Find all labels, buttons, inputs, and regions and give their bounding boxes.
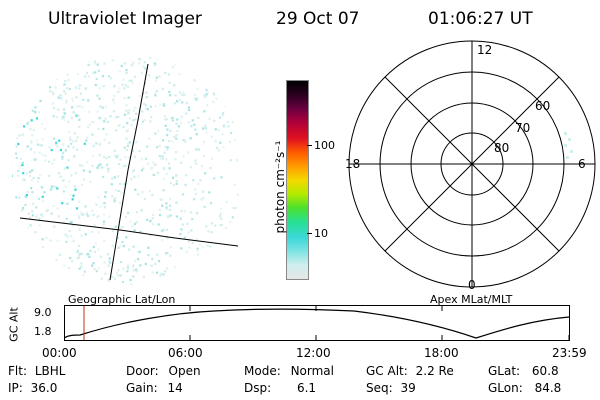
glat-label: GLat:	[488, 364, 521, 378]
glon-value: 84.8	[534, 381, 562, 395]
dsp-value: 6.1	[296, 381, 317, 395]
orbit-altitude-plot	[64, 305, 570, 341]
mlt-label-0: 0	[468, 278, 476, 292]
timeline-y-axis-label: GC Alt	[7, 307, 21, 342]
lat-label-70: 70	[515, 121, 530, 135]
altitude-curve	[64, 308, 570, 339]
instrument-title: Ultraviolet Imager	[48, 9, 202, 29]
timeline-x-tick-1800: 18:00	[424, 346, 459, 360]
filter-value: LBHL	[34, 364, 66, 378]
ip-label: IP:	[8, 381, 23, 395]
date-label: 29 Oct 07	[276, 9, 360, 29]
seq-label: Seq:	[366, 381, 393, 395]
colorbar-tick-label-100: 100	[314, 139, 335, 152]
gain-label: Gain:	[126, 381, 158, 395]
colorbar-gradient	[287, 81, 308, 279]
seq-value: 39	[400, 381, 416, 395]
status-ip: IP: 36.0	[8, 381, 57, 395]
gcalt-label: GC Alt:	[366, 364, 408, 378]
status-gain: Gain: 14	[126, 381, 183, 395]
timeline-x-tick-0000: 00:00	[42, 346, 77, 360]
status-dsp: Dsp: 6.1	[244, 381, 316, 395]
filter-label: Flt:	[8, 364, 27, 378]
mlt-label-18: 18	[345, 157, 360, 171]
ip-value: 36.0	[30, 381, 58, 395]
timeline-x-tick-0600: 06:00	[168, 346, 203, 360]
glat-value: 60.8	[531, 364, 559, 378]
timeline-y-tick-1-8: 1.8	[34, 325, 52, 338]
dsp-label: Dsp:	[244, 381, 272, 395]
lat-label-60: 60	[535, 99, 550, 113]
mode-label: Mode:	[244, 364, 281, 378]
longitude-line	[109, 63, 149, 281]
gain-value: 14	[167, 381, 183, 395]
glon-label: GLon:	[488, 381, 523, 395]
timeline-y-tick-9: 9.0	[34, 306, 52, 319]
apex-panel-label: Apex MLat/MLT	[430, 293, 513, 306]
uv-intensity-speckle	[12, 55, 244, 285]
latitude-line	[19, 217, 239, 247]
timeline-x-tick-1200: 12:00	[296, 346, 331, 360]
polar-grid: 12 18 6 0 60 70 80	[345, 40, 596, 292]
lat-label-80: 80	[494, 141, 509, 155]
colorbar-tick-10	[307, 233, 312, 234]
gcalt-value: 2.2 Re	[415, 364, 454, 378]
door-label: Door:	[126, 364, 159, 378]
status-gc-altitude: GC Alt: 2.2 Re	[366, 364, 454, 378]
mlt-label-12: 12	[477, 43, 492, 57]
door-value: Open	[168, 364, 201, 378]
status-filter: Flt: LBHL	[8, 364, 65, 378]
timeline-x-ticks	[64, 306, 570, 341]
colorbar-tick-label-10: 10	[314, 227, 328, 240]
timeline-x-tick-2359: 23:59	[552, 346, 587, 360]
geographic-panel-label: Geographic Lat/Lon	[68, 293, 176, 306]
mode-value: Normal	[290, 364, 334, 378]
status-glon: GLon: 84.8	[488, 381, 561, 395]
status-seq: Seq: 39	[366, 381, 416, 395]
polar-speckle	[564, 132, 573, 159]
colorbar	[286, 80, 309, 280]
status-glat: GLat: 60.8	[488, 364, 559, 378]
time-label: 01:06:27 UT	[428, 9, 533, 29]
mlt-label-6: 6	[578, 157, 586, 171]
colorbar-tick-100	[307, 145, 312, 146]
geographic-image-panel	[12, 55, 244, 285]
mlt-line-diag2	[384, 76, 560, 252]
status-mode: Mode: Normal	[244, 364, 334, 378]
status-door: Door: Open	[126, 364, 201, 378]
colorbar-unit-label: photon cm⁻²s⁻¹	[273, 140, 287, 234]
